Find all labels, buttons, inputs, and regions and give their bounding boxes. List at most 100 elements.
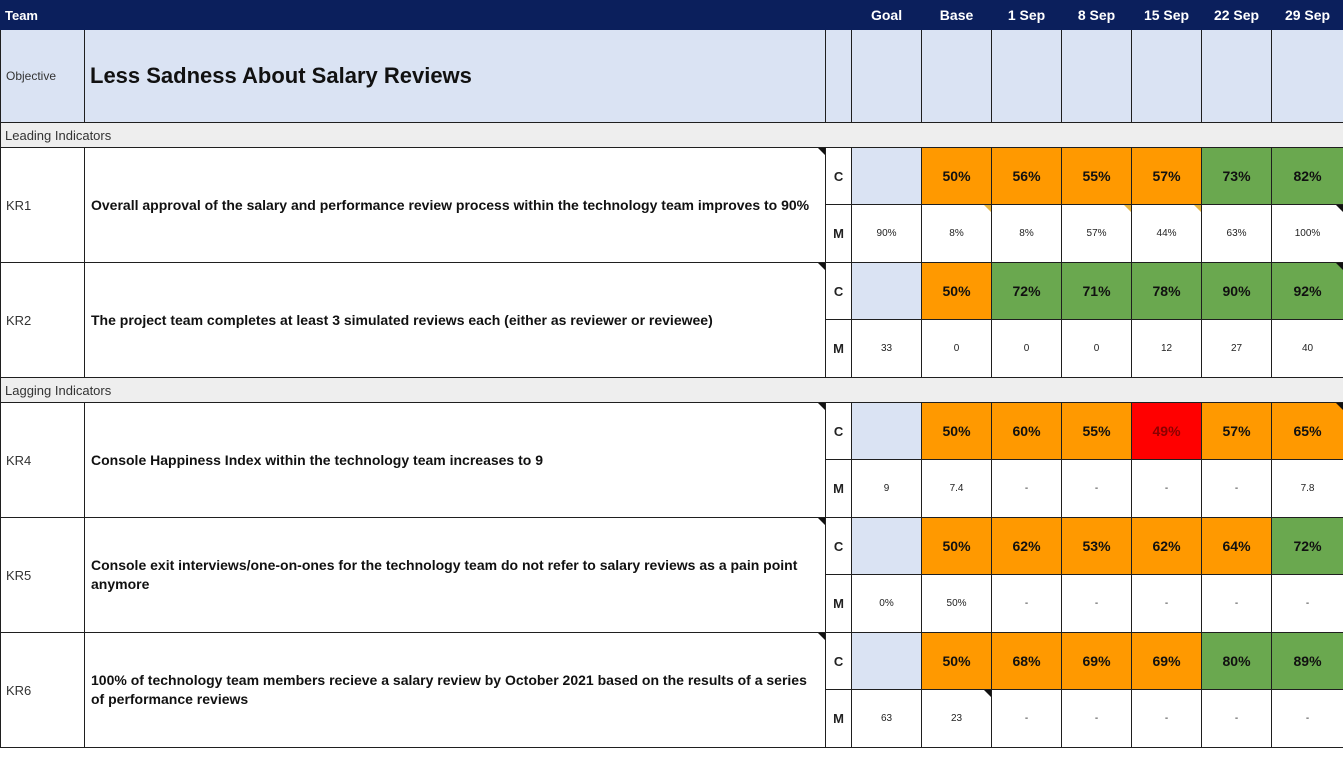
measure-cell[interactable]: 40 — [1271, 319, 1343, 378]
measure-cell[interactable]: 27 — [1201, 319, 1273, 378]
measure-cell[interactable]: - — [1061, 459, 1133, 518]
measure-cell[interactable]: 50% — [921, 574, 993, 633]
kr-id[interactable]: KR2 — [0, 262, 85, 378]
measure-cell[interactable]: - — [1131, 689, 1203, 748]
goal-measure-cell[interactable]: 90% — [851, 204, 923, 263]
objective-cell[interactable] — [921, 29, 993, 123]
measure-cell[interactable]: - — [1271, 689, 1343, 748]
confidence-cell[interactable]: 49% — [1131, 402, 1203, 460]
confidence-cell[interactable]: 72% — [991, 262, 1063, 320]
col-header-8-sep[interactable]: 8 Sep — [1061, 0, 1133, 30]
section-title[interactable]: Leading Indicators — [0, 122, 1343, 148]
kr-id[interactable]: KR1 — [0, 147, 85, 263]
confidence-cell[interactable]: 50% — [921, 262, 993, 320]
goal-measure-cell[interactable]: 63 — [851, 689, 923, 748]
confidence-cell[interactable]: 65% — [1271, 402, 1343, 460]
measure-cell[interactable]: 8% — [991, 204, 1063, 263]
measure-cell[interactable]: - — [1201, 689, 1273, 748]
measure-cell[interactable]: - — [991, 574, 1063, 633]
kr-id[interactable]: KR4 — [0, 402, 85, 518]
confidence-cell[interactable]: 64% — [1201, 517, 1273, 575]
col-header-1-sep[interactable]: 1 Sep — [991, 0, 1063, 30]
confidence-cell[interactable]: 71% — [1061, 262, 1133, 320]
confidence-cell[interactable]: 78% — [1131, 262, 1203, 320]
goal-measure-cell[interactable]: 33 — [851, 319, 923, 378]
objective-title[interactable]: Less Sadness About Salary Reviews — [84, 29, 826, 123]
measure-cell[interactable]: - — [1131, 459, 1203, 518]
kr-description[interactable]: Console exit interviews/one-on-ones for … — [84, 517, 826, 633]
goal-confidence-cell[interactable] — [851, 632, 923, 690]
measure-cell[interactable]: - — [1131, 574, 1203, 633]
objective-cell[interactable] — [851, 29, 923, 123]
confidence-cell[interactable]: 73% — [1201, 147, 1273, 205]
goal-confidence-cell[interactable] — [851, 517, 923, 575]
col-header-base[interactable]: Base — [921, 0, 993, 30]
confidence-cell[interactable]: 69% — [1061, 632, 1133, 690]
confidence-cell[interactable]: 69% — [1131, 632, 1203, 690]
objective-cell[interactable] — [1131, 29, 1203, 123]
measure-cell[interactable]: 23 — [921, 689, 993, 748]
confidence-cell[interactable]: 50% — [921, 517, 993, 575]
goal-confidence-cell[interactable] — [851, 262, 923, 320]
confidence-cell[interactable]: 80% — [1201, 632, 1273, 690]
measure-cell[interactable]: - — [1271, 574, 1343, 633]
kr-description[interactable]: The project team completes at least 3 si… — [84, 262, 826, 378]
measure-cell[interactable]: - — [991, 459, 1063, 518]
kr-description[interactable]: 100% of technology team members recieve … — [84, 632, 826, 748]
measure-cell[interactable]: 0 — [921, 319, 993, 378]
measure-cell[interactable]: 0 — [1061, 319, 1133, 378]
confidence-cell[interactable]: 50% — [921, 147, 993, 205]
measure-cell[interactable]: 7.8 — [1271, 459, 1343, 518]
goal-measure-cell[interactable]: 9 — [851, 459, 923, 518]
goal-confidence-cell[interactable] — [851, 402, 923, 460]
measure-cell[interactable]: 63% — [1201, 204, 1273, 263]
section-title[interactable]: Lagging Indicators — [0, 377, 1343, 403]
confidence-cell[interactable]: 62% — [991, 517, 1063, 575]
confidence-cell[interactable]: 53% — [1061, 517, 1133, 575]
measure-cell[interactable]: 100% — [1271, 204, 1343, 263]
objective-label[interactable]: Objective — [0, 29, 85, 123]
confidence-cell[interactable]: 50% — [921, 402, 993, 460]
confidence-cell[interactable]: 56% — [991, 147, 1063, 205]
col-header-15-sep[interactable]: 15 Sep — [1131, 0, 1203, 30]
kr-id[interactable]: KR5 — [0, 517, 85, 633]
confidence-cell[interactable]: 82% — [1271, 147, 1343, 205]
col-header-goal[interactable]: Goal — [851, 0, 923, 30]
kr-description[interactable]: Overall approval of the salary and perfo… — [84, 147, 826, 263]
objective-cell[interactable] — [1061, 29, 1133, 123]
measure-cell[interactable]: 44% — [1131, 204, 1203, 263]
confidence-cell[interactable]: 50% — [921, 632, 993, 690]
measure-cell[interactable]: 12 — [1131, 319, 1203, 378]
measure-cell[interactable]: 57% — [1061, 204, 1133, 263]
measure-cell[interactable]: - — [991, 689, 1063, 748]
measure-cell[interactable]: 0 — [991, 319, 1063, 378]
confidence-cell[interactable]: 92% — [1271, 262, 1343, 320]
confidence-cell[interactable]: 90% — [1201, 262, 1273, 320]
confidence-cell[interactable]: 72% — [1271, 517, 1343, 575]
col-header-29-sep[interactable]: 29 Sep — [1271, 0, 1343, 30]
objective-cell[interactable] — [991, 29, 1063, 123]
confidence-cell[interactable]: 55% — [1061, 402, 1133, 460]
confidence-cell[interactable]: 68% — [991, 632, 1063, 690]
confidence-cell[interactable]: 57% — [1131, 147, 1203, 205]
measure-cell[interactable]: - — [1201, 459, 1273, 518]
goal-confidence-cell[interactable] — [851, 147, 923, 205]
measure-cell[interactable]: 8% — [921, 204, 993, 263]
measure-cell[interactable]: - — [1061, 574, 1133, 633]
confidence-cell[interactable]: 57% — [1201, 402, 1273, 460]
objective-cell[interactable] — [1271, 29, 1343, 123]
confidence-cell[interactable]: 55% — [1061, 147, 1133, 205]
objective-cell[interactable] — [1201, 29, 1273, 123]
kr-id[interactable]: KR6 — [0, 632, 85, 748]
measure-cell[interactable]: - — [1061, 689, 1133, 748]
col-header-22-sep[interactable]: 22 Sep — [1201, 0, 1273, 30]
objective-cell[interactable] — [824, 29, 853, 123]
confidence-cell[interactable]: 60% — [991, 402, 1063, 460]
measure-cell[interactable]: 7.4 — [921, 459, 993, 518]
team-header[interactable]: Team — [0, 0, 853, 30]
goal-measure-cell[interactable]: 0% — [851, 574, 923, 633]
confidence-cell[interactable]: 89% — [1271, 632, 1343, 690]
measure-cell[interactable]: - — [1201, 574, 1273, 633]
confidence-cell[interactable]: 62% — [1131, 517, 1203, 575]
kr-description[interactable]: Console Happiness Index within the techn… — [84, 402, 826, 518]
